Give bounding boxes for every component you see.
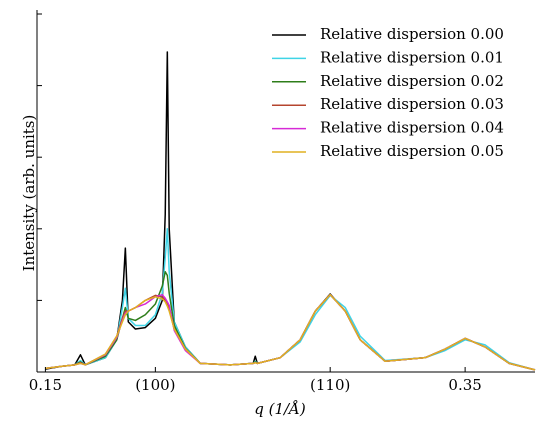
series-line [45,293,536,371]
legend-label: Relative dispersion 0.03 [320,95,504,113]
x-tick-label: 0.35 [448,376,481,394]
y-axis-label: Intensity (arb. units) [20,115,38,272]
x-tick-label: (110) [310,376,350,394]
legend-label: Relative dispersion 0.04 [320,119,504,137]
legend-label: Relative dispersion 0.01 [320,48,504,66]
x-tick-label: (100) [135,376,175,394]
legend-label: Relative dispersion 0.05 [320,142,504,160]
x-axis-label: q (1/Å) [254,400,306,418]
x-tick-label: 0.15 [29,376,62,394]
legend-label: Relative dispersion 0.00 [320,25,504,43]
legend-label: Relative dispersion 0.02 [320,72,504,90]
